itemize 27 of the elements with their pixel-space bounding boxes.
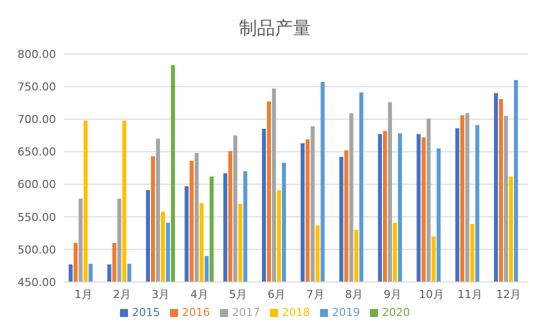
y-tick-label: 600.00 — [18, 178, 56, 192]
legend-label: 2016 — [182, 306, 210, 319]
y-tick-label: 550.00 — [18, 210, 56, 224]
y-tick-label: 450.00 — [18, 276, 56, 289]
x-tick-label: 12月 — [496, 288, 522, 301]
y-tick-label: 700.00 — [18, 113, 56, 126]
x-tick-label: 4月 — [190, 288, 208, 301]
legend-label: 2015 — [132, 306, 160, 319]
x-tick-label: 9月 — [384, 288, 402, 301]
x-tick-label: 5月 — [229, 288, 247, 301]
chart-title: 制品产量 — [238, 17, 312, 41]
x-tick-label: 1月 — [74, 288, 92, 301]
legend-label: 2019 — [332, 306, 360, 319]
x-tick-label: 7月 — [306, 288, 324, 301]
x-tick-label: 8月 — [345, 288, 363, 301]
x-tick-label: 3月 — [152, 288, 170, 301]
legend-label: 2017 — [232, 306, 260, 319]
y-tick-label: 750.00 — [18, 80, 56, 94]
y-tick-label: 500.00 — [18, 243, 56, 256]
legend-label: 2018 — [282, 306, 310, 319]
x-tick-label: 6月 — [268, 288, 286, 301]
y-tick-label: 650.00 — [18, 146, 56, 159]
legend-label: 2020 — [382, 306, 410, 319]
x-tick-label: 2月 — [113, 288, 131, 301]
x-tick-label: 11月 — [458, 288, 482, 301]
x-tick-label: 10月 — [418, 288, 444, 301]
y-tick-label: 800.00 — [18, 48, 56, 61]
